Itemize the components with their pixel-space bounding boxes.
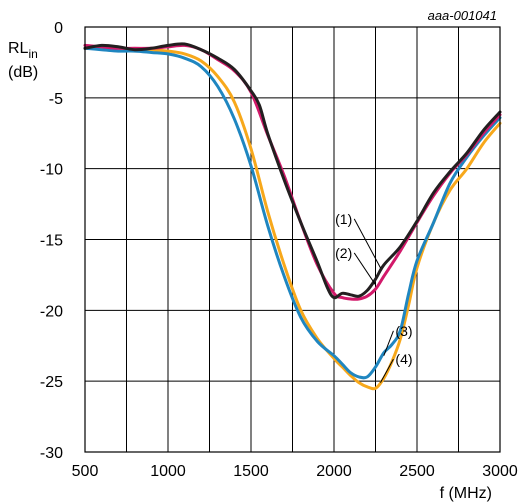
y-axis-title-main: RLin bbox=[8, 40, 38, 61]
reference-id: aaa-001041 bbox=[428, 8, 497, 23]
series-line-3 bbox=[83, 46, 502, 380]
series-line-1 bbox=[83, 42, 502, 300]
callout-label-3: (3) bbox=[395, 323, 412, 339]
x-tick-label: 1500 bbox=[233, 463, 269, 480]
x-tick-label: 2500 bbox=[399, 463, 435, 480]
y-axis-title-unit: (dB) bbox=[8, 64, 38, 81]
y-tick-label: -20 bbox=[40, 303, 63, 320]
x-tick-label: 500 bbox=[72, 463, 99, 480]
y-tick-label: -15 bbox=[40, 233, 63, 250]
y-tick-label: -10 bbox=[40, 162, 63, 179]
y-tick-labels: 0 -5 -10 -15 -20 -25 -30 bbox=[40, 20, 63, 462]
callout-leader-2 bbox=[353, 252, 376, 286]
callout-label-2: (2) bbox=[335, 245, 352, 261]
y-tick-label: -30 bbox=[40, 445, 63, 462]
callout-label-4: (4) bbox=[395, 351, 412, 367]
grid bbox=[84, 26, 501, 453]
x-tick-label: 1000 bbox=[150, 463, 186, 480]
callout-leader-3 bbox=[383, 330, 394, 356]
y-tick-label: -5 bbox=[49, 91, 63, 108]
series-callouts: (1) (2) (3) (4) bbox=[335, 211, 413, 383]
x-tick-labels: 500 1000 1500 2000 2500 3000 bbox=[72, 463, 518, 480]
callout-leader-1 bbox=[353, 218, 381, 269]
y-tick-label: -25 bbox=[40, 374, 63, 391]
x-tick-label: 2000 bbox=[316, 463, 352, 480]
series bbox=[83, 42, 502, 391]
y-tick-label: 0 bbox=[54, 20, 63, 37]
series-line-4 bbox=[83, 46, 502, 391]
callout-label-1: (1) bbox=[335, 211, 352, 227]
callout-leader-4 bbox=[380, 358, 394, 383]
y-axis-title: RLin (dB) bbox=[8, 40, 38, 81]
plot-frame bbox=[84, 26, 501, 453]
x-tick-label: 3000 bbox=[482, 463, 518, 480]
x-axis-title: f (MHz) bbox=[440, 485, 492, 502]
